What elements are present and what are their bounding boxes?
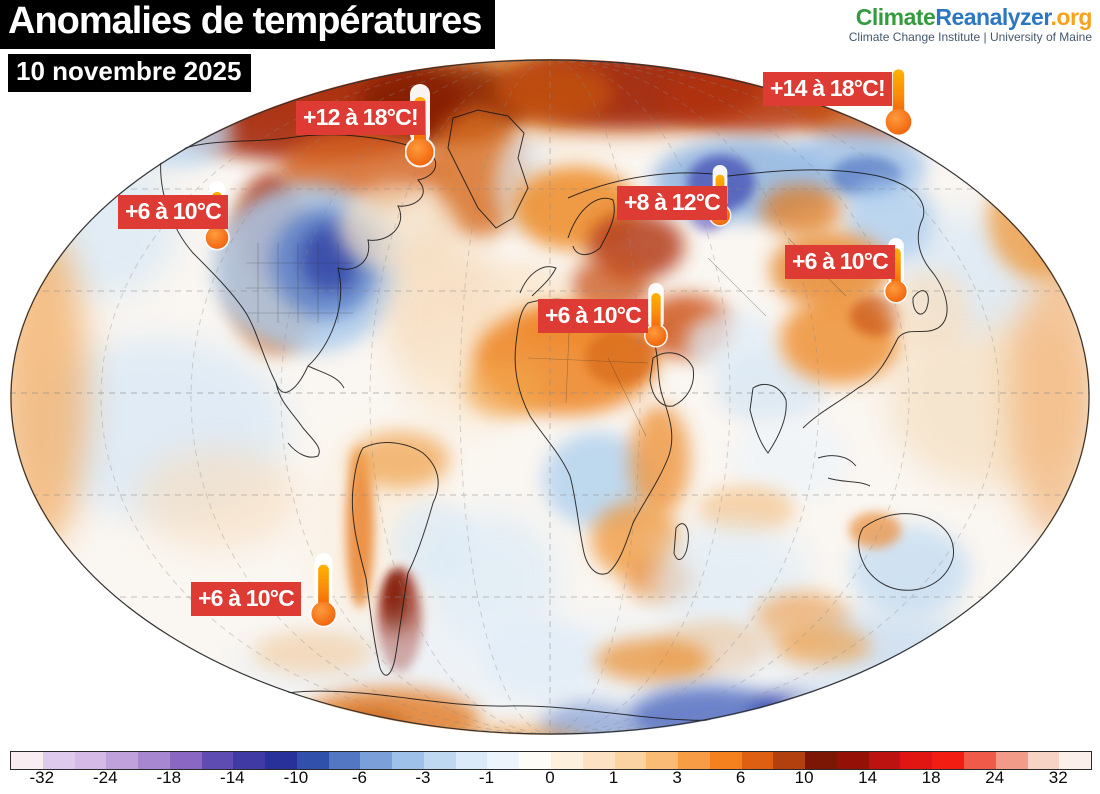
colorbar-segment [805, 752, 837, 769]
colorbar-segment [582, 752, 615, 769]
colorbar-tick-label: -6 [351, 768, 367, 787]
colorbar-segment [423, 752, 456, 769]
colorbar-tick-label: -14 [220, 768, 245, 787]
map-date: 10 novembre 2025 [8, 54, 252, 92]
colorbar-segment [709, 752, 742, 769]
colorbar-segment [773, 752, 806, 769]
colorbar-segment [1059, 752, 1092, 769]
colorbar-tick-label: -32 [29, 768, 55, 787]
colorbar-segment [678, 752, 710, 769]
anomaly-badge-west-us: +6 à 10°C [118, 195, 228, 229]
climatereanalyzer-logo[interactable]: ClimateReanalyzer.org Climate Change Ins… [848, 4, 1093, 45]
thermometer-icon [310, 553, 337, 628]
colorbar-segment [296, 752, 329, 769]
anomaly-badge-africa: +6 à 10°C [538, 299, 648, 333]
anomaly-badge-north-america: +12 à 18°C! [296, 101, 425, 135]
logo-wordmark: ClimateReanalyzer.org [849, 4, 1093, 30]
logo-part-reanalyzer: Reanalyzer [935, 4, 1051, 30]
colorbar-tick-label: -10 [283, 768, 309, 787]
logo-subtitle: Climate Change Institute | University of… [848, 30, 1092, 45]
colorbar-tick-label: 3 [672, 768, 682, 787]
colorbar-segment [328, 752, 361, 769]
colorbar-segment [42, 752, 75, 769]
colorbar-tick-label: 1 [608, 768, 619, 787]
colorbar-segment [360, 752, 393, 769]
colorbar-segment [900, 752, 933, 769]
logo-part-climate: Climate [855, 4, 936, 30]
colorbar-segment [614, 752, 647, 769]
colorbar-segment [868, 752, 901, 769]
world-anomaly-map [8, 58, 1092, 736]
colorbar-tick-label: 10 [794, 768, 814, 787]
colorbar-segment [138, 752, 170, 769]
colorbar-segment [487, 752, 520, 769]
colorbar-segment [201, 752, 234, 769]
colorbar-segment [392, 752, 424, 769]
colorbar-segment [932, 752, 964, 769]
colorbar-tick-label: 32 [1048, 768, 1068, 787]
page-title: Anomalies de températures [0, 0, 496, 49]
colorbar-tick-label: -24 [92, 768, 118, 787]
colorbar-tick-label: -3 [415, 768, 431, 787]
colorbar-tick-label: 18 [921, 768, 941, 787]
colorbar-segment [963, 752, 996, 769]
colorbar-segment [995, 752, 1028, 769]
anomaly-badge-siberia: +14 à 18°C! [763, 72, 892, 106]
colorbar-segment [74, 752, 107, 769]
colorbar-labels: -32 -24 -18 -14 -10 -6 -3 -1 0 1 3 6 10 14 18 24 32 [10, 768, 1090, 792]
colorbar-segment [106, 752, 139, 769]
colorbar-segment [1027, 752, 1060, 769]
colorbar-tick-label: -1 [478, 768, 495, 787]
anomaly-badge-southern-ocean: +6 à 10°C [191, 582, 301, 616]
colorbar-segment [11, 752, 43, 769]
logo-part-org: .org [1050, 4, 1093, 30]
colorbar-segment [233, 752, 266, 769]
colorbar-segment [455, 752, 488, 769]
colorbar-segment [551, 752, 583, 769]
colorbar-segments [11, 752, 1092, 769]
colorbar-tick-label: 24 [985, 768, 1005, 787]
colorbar-tick-label: -18 [156, 768, 182, 787]
colorbar-segment [265, 752, 297, 769]
colorbar-segment [646, 752, 679, 769]
colorbar-tick-label: 6 [735, 768, 746, 787]
map-canvas [10, 59, 1090, 735]
colorbar-segment [836, 752, 869, 769]
colorbar [10, 751, 1092, 770]
colorbar-segment [741, 752, 774, 769]
colorbar-tick-label: 14 [858, 768, 878, 787]
anomaly-badge-russia: +8 à 12°C [617, 186, 727, 220]
colorbar-tick-label: 0 [545, 768, 555, 787]
colorbar-segment [519, 752, 552, 769]
colorbar-segment [169, 752, 202, 769]
anomaly-badge-east-asia: +6 à 10°C [785, 245, 895, 279]
